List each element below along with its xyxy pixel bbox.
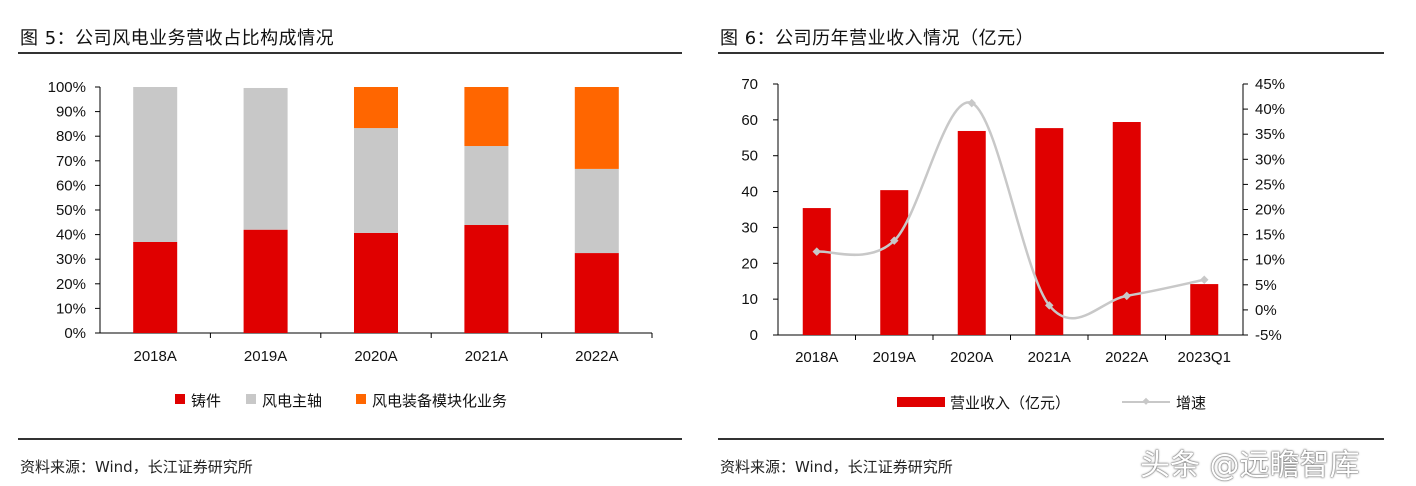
x-tick-label: 2019A xyxy=(244,348,287,365)
bar-铸件 xyxy=(133,241,178,333)
y-tick-label: 30 xyxy=(741,219,758,236)
chart5-source: 资料来源：Wind，长江证券研究所 xyxy=(20,458,253,476)
y-tick-label: 20 xyxy=(741,255,758,272)
y2-tick-label: 25% xyxy=(1255,176,1285,193)
x-tick-label: 2021A xyxy=(1028,349,1071,366)
revenue-bar xyxy=(1112,122,1141,335)
chart5-title: 图 5：公司风电业务营收占比构成情况 xyxy=(20,28,335,49)
growth-point xyxy=(1200,275,1209,285)
revenue-bar xyxy=(1190,284,1219,335)
legend-label: 铸件 xyxy=(191,393,221,410)
legend-label: 风电装备模块化业务 xyxy=(372,393,507,410)
bar-风电主轴 xyxy=(574,168,619,254)
legend-swatch xyxy=(246,394,256,404)
legend-marker-growth xyxy=(1142,397,1150,405)
legend-label-growth: 增速 xyxy=(1176,395,1206,412)
x-tick-label: 2018A xyxy=(134,348,177,365)
y2-tick-label: 35% xyxy=(1255,126,1285,143)
y-tick-label: 10% xyxy=(56,300,86,317)
x-tick-label: 2020A xyxy=(354,348,397,365)
y-tick-label: 40% xyxy=(56,227,86,244)
x-tick-label: 2022A xyxy=(1105,349,1148,366)
growth-point xyxy=(1045,301,1054,310)
y-tick-label: 50% xyxy=(56,202,86,219)
bar-风电主轴 xyxy=(243,87,288,230)
legend-swatch-revenue xyxy=(897,397,945,407)
y-tick-label: 0% xyxy=(64,325,86,342)
chart6-title: 图 6：公司历年营业收入情况（亿元） xyxy=(720,28,1035,49)
y-tick-label: 40 xyxy=(741,184,758,201)
y-tick-label: 100% xyxy=(48,79,86,96)
divider xyxy=(18,52,682,54)
y2-tick-label: 45% xyxy=(1255,76,1285,93)
y-tick-label: 0 xyxy=(750,327,758,344)
legend-label-revenue: 营业收入（亿元） xyxy=(950,395,1070,412)
bar-铸件 xyxy=(574,253,619,333)
revenue-bar xyxy=(880,190,909,335)
legend-swatch xyxy=(175,394,185,404)
y-tick-label: 90% xyxy=(56,104,86,121)
y-tick-label: 30% xyxy=(56,251,86,268)
y-tick-label: 60% xyxy=(56,177,86,194)
legend-label: 风电主轴 xyxy=(262,393,322,410)
revenue-bar xyxy=(957,130,986,335)
legend-swatch xyxy=(356,394,366,404)
y-tick-label: 10 xyxy=(741,291,758,308)
y2-tick-label: 15% xyxy=(1255,227,1285,244)
y2-tick-label: 20% xyxy=(1255,202,1285,219)
watermark: 头条 @远瞻智库 xyxy=(1140,448,1360,483)
x-tick-label: 2019A xyxy=(873,349,916,366)
bar-风电主轴 xyxy=(133,87,178,242)
x-tick-label: 2022A xyxy=(575,348,618,365)
x-tick-label: 2020A xyxy=(950,349,993,366)
growth-line xyxy=(816,101,1205,320)
y-tick-label: 20% xyxy=(56,276,86,293)
y2-tick-label: -5% xyxy=(1255,327,1282,344)
bar-铸件 xyxy=(243,229,288,333)
bar-风电主轴 xyxy=(464,146,509,226)
x-tick-label: 2021A xyxy=(465,348,508,365)
bar-风电装备模块化业务 xyxy=(464,87,509,147)
divider xyxy=(18,438,682,440)
y2-tick-label: 5% xyxy=(1255,277,1277,294)
bar-铸件 xyxy=(464,225,509,333)
divider xyxy=(718,52,1384,54)
y2-tick-label: 40% xyxy=(1255,101,1285,118)
chart6-source: 资料来源：Wind，长江证券研究所 xyxy=(720,458,953,476)
bar-风电主轴 xyxy=(354,128,398,233)
revenue-bar xyxy=(802,208,831,335)
y2-tick-label: 0% xyxy=(1255,302,1277,319)
y2-tick-label: 30% xyxy=(1255,151,1285,168)
divider xyxy=(718,438,1384,440)
y-tick-label: 60 xyxy=(741,112,758,129)
bar-风电装备模块化业务 xyxy=(574,87,619,169)
y-tick-label: 80% xyxy=(56,128,86,145)
x-tick-label: 2018A xyxy=(795,349,838,366)
y-tick-label: 50 xyxy=(741,148,758,165)
x-tick-label: 2023Q1 xyxy=(1178,349,1231,366)
y2-tick-label: 10% xyxy=(1255,252,1285,269)
bar-风电装备模块化业务 xyxy=(354,87,398,129)
revenue-bar xyxy=(1035,128,1064,335)
bar-铸件 xyxy=(354,232,398,333)
growth-point xyxy=(1122,291,1131,301)
y-tick-label: 70% xyxy=(56,153,86,170)
y-tick-label: 70 xyxy=(741,76,758,93)
